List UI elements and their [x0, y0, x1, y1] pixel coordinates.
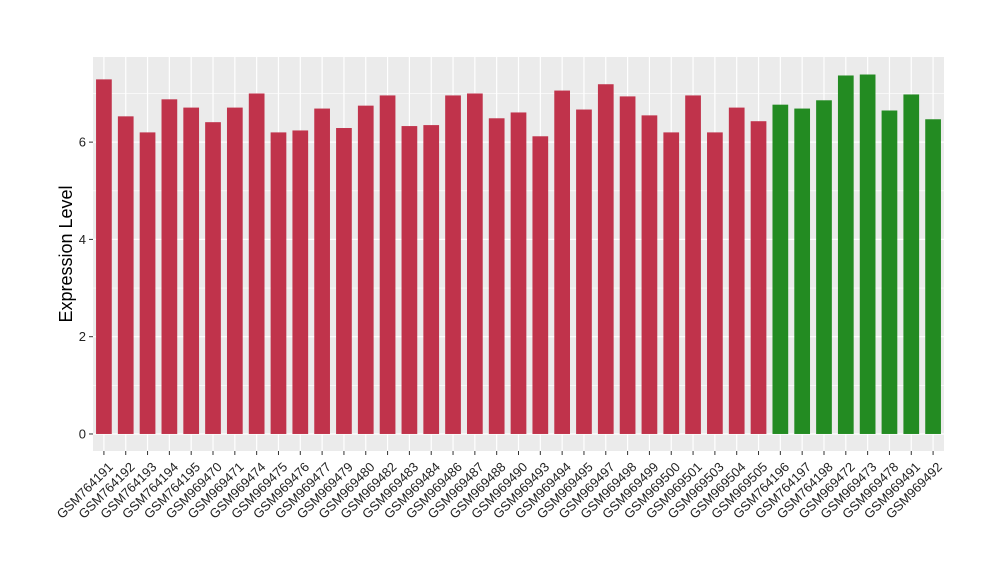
- bar-GSM969478: [881, 110, 898, 434]
- bar-GSM969498: [619, 96, 636, 434]
- bar-GSM764191: [96, 79, 112, 434]
- bar-GSM764192: [117, 116, 134, 434]
- bar-GSM969482: [379, 95, 396, 434]
- bar-GSM969474: [248, 93, 265, 434]
- bar-GSM764196: [772, 104, 789, 434]
- bar-GSM969492: [925, 119, 941, 434]
- bar-GSM764197: [794, 108, 811, 434]
- bar-GSM969505: [750, 121, 767, 434]
- bar-GSM764194: [161, 99, 178, 434]
- bar-GSM969495: [576, 109, 592, 434]
- x-axis: GSM764191GSM764192GSM764193GSM764194GSM7…: [54, 451, 945, 522]
- y-tick-label: 0: [79, 426, 86, 441]
- y-tick-label: 4: [79, 232, 86, 247]
- bar-GSM969500: [663, 132, 680, 434]
- bar-GSM969491: [903, 94, 920, 434]
- y-axis-title: Expression Level: [56, 185, 76, 322]
- bar-GSM969471: [226, 107, 243, 434]
- bar-GSM969477: [314, 108, 330, 434]
- bar-GSM969493: [532, 136, 549, 434]
- bar-GSM969486: [445, 95, 461, 434]
- bar-GSM969490: [510, 112, 527, 434]
- bar-GSM969487: [467, 93, 483, 434]
- bar-GSM969480: [357, 105, 374, 434]
- y-tick-label: 6: [79, 135, 86, 150]
- bar-GSM764195: [183, 107, 200, 434]
- bar-GSM969473: [859, 74, 876, 434]
- bar-GSM764193: [139, 132, 156, 434]
- bar-GSM969488: [488, 118, 505, 434]
- bar-GSM969483: [401, 126, 418, 434]
- bars: [96, 74, 941, 434]
- bar-GSM969475: [270, 132, 287, 434]
- bar-GSM969503: [707, 132, 723, 434]
- bar-GSM969470: [205, 122, 221, 434]
- bar-GSM969494: [554, 90, 570, 434]
- bar-GSM969497: [597, 84, 614, 434]
- bar-GSM969472: [837, 75, 854, 434]
- bar-GSM969484: [423, 125, 440, 434]
- y-tick-label: 2: [79, 329, 86, 344]
- bar-GSM969476: [292, 130, 309, 434]
- bar-GSM969504: [728, 107, 745, 434]
- y-axis: 0 2 4 6: [79, 135, 93, 441]
- bar-GSM969479: [336, 128, 352, 434]
- bar-GSM969499: [641, 115, 658, 434]
- bar-GSM969501: [685, 95, 701, 434]
- bar-GSM764198: [816, 100, 832, 434]
